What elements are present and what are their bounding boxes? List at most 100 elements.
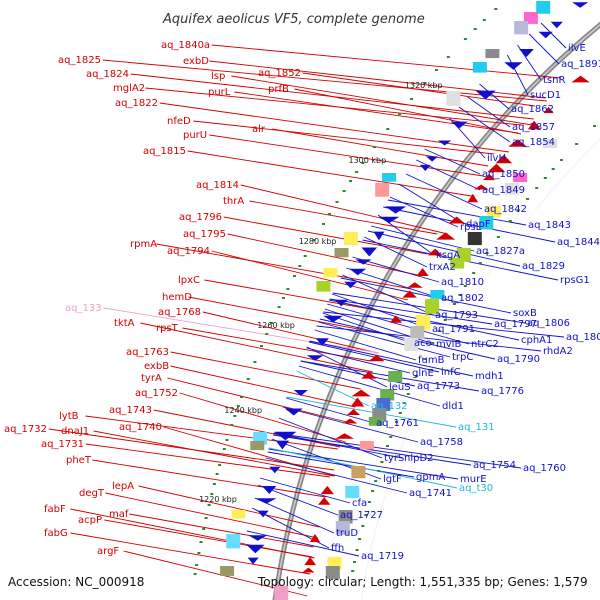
reverse-gene-label: aq_1791 (432, 324, 475, 335)
reverse-gene-label: aq_1793 (435, 310, 478, 321)
reverse-gene-label: rhdA2 (543, 346, 573, 357)
forward-label-connector (223, 216, 428, 255)
gene-category-box (543, 139, 558, 149)
reverse-gene-arrow (419, 164, 431, 172)
kbp-scale-label: 1220 kbp (199, 495, 237, 504)
forward-gene-label: nfeD (167, 116, 191, 127)
gc-dot (593, 125, 597, 127)
forward-gene-arrow (335, 433, 354, 439)
gc-dot (437, 330, 441, 332)
forward-gene-label: aq_133 (65, 303, 102, 314)
gc-dot (508, 220, 512, 222)
forward-gene-arrow (487, 163, 506, 173)
reverse-gene-label: aq_1790 (497, 354, 540, 365)
forward-label-connector (170, 351, 361, 390)
gene-category-box (410, 326, 425, 339)
gc-dot (463, 285, 467, 287)
reverse-gene-label: aq_1760 (523, 463, 566, 474)
forward-gene-arrow (389, 315, 403, 323)
reverse-gene-label: glnE (412, 368, 434, 379)
gene-category-box (388, 371, 403, 383)
forward-gene-arrow (436, 232, 456, 240)
reverse-label-connector (273, 432, 522, 469)
reverse-gene-arrow (323, 315, 343, 323)
reverse-gene-label: cphA1 (521, 335, 552, 346)
reverse-gene-arrow (247, 557, 259, 565)
forward-label-connector (70, 532, 311, 575)
forward-gene-label: aq_1840a (161, 40, 210, 51)
reverse-gene-arrow (426, 156, 439, 162)
topology-label: Topology: circular; Length: 1,551,335 bp… (257, 575, 588, 589)
forward-label-connector (188, 296, 385, 335)
gc-dot (260, 345, 263, 347)
reverse-label-connector (364, 236, 428, 268)
reverse-label-connector (327, 303, 470, 345)
reverse-label-connector (298, 365, 441, 407)
reverse-gene-label: aq_1843 (528, 220, 571, 231)
reverse-gene-label: aq_1806 (527, 318, 570, 329)
reverse-label-connector (282, 406, 419, 443)
forward-label-connector (202, 311, 378, 354)
reverse-gene-label: dld1 (442, 401, 464, 412)
forward-label-connector (294, 88, 522, 135)
reverse-label-connector (286, 396, 457, 428)
forward-label-connector (231, 75, 533, 126)
reverse-gene-label: aco (414, 338, 432, 349)
reverse-label-connector (285, 397, 375, 424)
gc-dot (386, 128, 390, 130)
forward-label-connector (102, 59, 547, 102)
reverse-gene-label: ilvH (487, 153, 506, 164)
gene-category-box (226, 534, 241, 549)
reverse-gene-arrow (385, 206, 407, 214)
gc-dot (193, 573, 197, 575)
forward-gene-arrow (416, 268, 429, 276)
reverse-label-connector (398, 183, 465, 225)
forward-label-connector (85, 443, 331, 478)
reverse-gene-arrow (269, 466, 281, 474)
forward-gene-arrow (467, 193, 479, 203)
forward-label-connector (105, 492, 318, 539)
reverse-gene-label: tyrS (384, 453, 404, 464)
reverse-gene-label: aq_1761 (376, 418, 419, 429)
gene-category-box (513, 173, 528, 183)
reverse-label-connector (405, 173, 483, 210)
gc-dot (423, 82, 427, 84)
reverse-gene-label: ffh (331, 543, 344, 554)
reverse-label-connector (254, 497, 335, 534)
kbp-scale-label: 1240 kbp (224, 406, 262, 415)
reverse-gene-label: nlpD2 (404, 453, 434, 464)
gene-category-box (450, 258, 465, 269)
forward-gene-label: dnaJ1 (61, 426, 89, 437)
gc-dot (253, 361, 257, 363)
gc-dot (353, 561, 356, 563)
reverse-gene-labels: ilvE aq_1891 tsnR sucD1 aq_1862 aq_1857 aq_185… (331, 43, 600, 562)
gc-dot (543, 177, 547, 179)
gc-dot (443, 319, 447, 321)
reverse-gene-label: aq_1849 (482, 185, 525, 196)
gc-dot (312, 239, 316, 241)
forward-gene-arrow (571, 75, 590, 83)
forward-gene-arrow (361, 371, 377, 379)
reverse-gene-label: ilvE (568, 43, 586, 54)
gene-category-box (467, 232, 482, 246)
reverse-gene-label: aq_1844 (557, 237, 600, 248)
reverse-label-connector (387, 199, 527, 226)
gc-dot (496, 236, 500, 238)
backbone-highlight (274, 23, 600, 600)
forward-gene-arrow (495, 154, 513, 164)
gene-category-box (250, 441, 265, 451)
gc-dot (423, 358, 427, 360)
reverse-gene-label: aq_1850 (482, 169, 525, 180)
forward-label-connector (138, 485, 320, 528)
gc-dot (286, 288, 290, 290)
forward-gene-label: lytB (59, 411, 79, 422)
reverse-gene-label: aq_1857 (512, 122, 555, 133)
gc-dot (281, 297, 285, 299)
label-connectors (48, 22, 567, 597)
forward-gene-label: lpxC (178, 275, 200, 286)
forward-gene-arrow (347, 409, 361, 415)
reverse-gene-arrow (572, 2, 589, 8)
gene-category-box (382, 173, 397, 182)
gene-category-box (380, 389, 395, 401)
forward-gene-label: lsp (211, 71, 225, 82)
